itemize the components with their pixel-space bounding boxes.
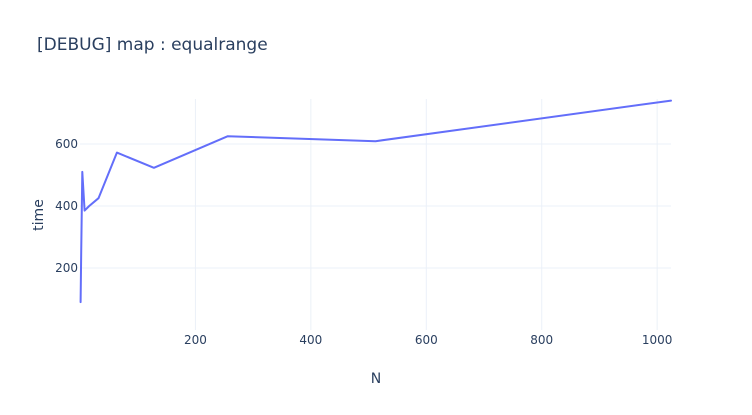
y-tick-label: 400	[55, 199, 78, 213]
chart-title: [DEBUG] map : equalrange	[37, 35, 268, 55]
series-line	[79, 99, 672, 304]
y-tick-label: 200	[55, 261, 78, 275]
x-tick-label: 1000	[642, 333, 673, 347]
x-tick-label: 800	[530, 333, 553, 347]
x-tick-labels: 200 400 600 800 1000	[184, 333, 672, 347]
x-tick-label: 600	[415, 333, 438, 347]
y-tick-labels: 200 400 600	[55, 137, 78, 275]
x-tick-label: 400	[299, 333, 322, 347]
y-axis-title: time	[31, 199, 47, 231]
grid-layer	[80, 99, 671, 330]
x-tick-label: 200	[184, 333, 207, 347]
series-layer	[79, 99, 672, 304]
x-axis-title: N	[371, 371, 381, 387]
y-tick-label: 600	[55, 137, 78, 151]
